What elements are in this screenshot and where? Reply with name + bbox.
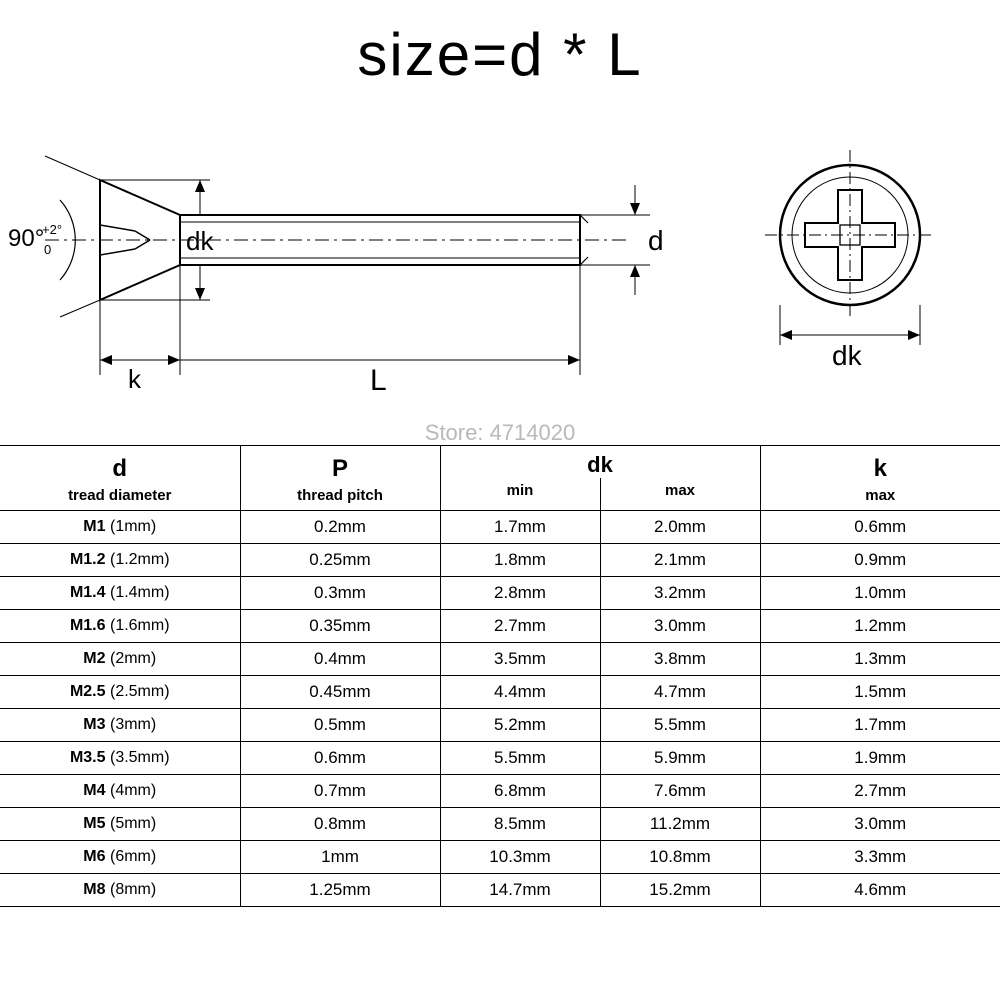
- cell-p: 0.5mm: [240, 708, 440, 741]
- angle-sub: 0: [44, 242, 51, 257]
- cell-d: M2.5 (2.5mm): [0, 675, 240, 708]
- table-row: M2.5 (2.5mm)0.45mm4.4mm4.7mm1.5mm: [0, 675, 1000, 708]
- cell-dk-max: 3.8mm: [600, 642, 760, 675]
- cell-k: 2.7mm: [760, 774, 1000, 807]
- cell-p: 0.4mm: [240, 642, 440, 675]
- page-title: size=d * L: [0, 20, 1000, 89]
- table-row: M6 (6mm)1mm10.3mm10.8mm3.3mm: [0, 840, 1000, 873]
- cell-d: M4 (4mm): [0, 774, 240, 807]
- cell-dk-max: 3.0mm: [600, 609, 760, 642]
- cell-d: M1.6 (1.6mm): [0, 609, 240, 642]
- cell-p: 0.35mm: [240, 609, 440, 642]
- angle-label: 90°: [8, 225, 44, 252]
- cell-dk-min: 2.7mm: [440, 609, 600, 642]
- cell-d: M3.5 (3.5mm): [0, 741, 240, 774]
- cell-dk-max: 3.2mm: [600, 576, 760, 609]
- cell-dk-max: 5.9mm: [600, 741, 760, 774]
- col-p-header: P thread pitch: [240, 446, 440, 511]
- table-row: M1.6 (1.6mm)0.35mm2.7mm3.0mm1.2mm: [0, 609, 1000, 642]
- cell-p: 0.25mm: [240, 543, 440, 576]
- cell-dk-min: 10.3mm: [440, 840, 600, 873]
- cell-d: M1 (1mm): [0, 510, 240, 543]
- cell-dk-min: 4.4mm: [440, 675, 600, 708]
- cell-d: M1.2 (1.2mm): [0, 543, 240, 576]
- cell-p: 1.25mm: [240, 873, 440, 906]
- screw-side-view: 90° +2° 0 dk d k L: [8, 156, 664, 397]
- col-dk-min-header: min: [440, 478, 600, 510]
- table-row: M1.4 (1.4mm)0.3mm2.8mm3.2mm1.0mm: [0, 576, 1000, 609]
- cell-dk-max: 10.8mm: [600, 840, 760, 873]
- cell-d: M3 (3mm): [0, 708, 240, 741]
- cell-dk-min: 8.5mm: [440, 807, 600, 840]
- d-label: d: [648, 225, 664, 256]
- cell-dk-min: 14.7mm: [440, 873, 600, 906]
- cell-d: M1.4 (1.4mm): [0, 576, 240, 609]
- col-k-header: k max: [760, 446, 1000, 511]
- cell-p: 0.7mm: [240, 774, 440, 807]
- table-row: M1.2 (1.2mm)0.25mm1.8mm2.1mm0.9mm: [0, 543, 1000, 576]
- cell-k: 1.5mm: [760, 675, 1000, 708]
- screw-diagram: 90° +2° 0 dk d k L: [0, 120, 1000, 420]
- cell-dk-min: 1.8mm: [440, 543, 600, 576]
- k-label: k: [128, 364, 142, 394]
- screw-head-top-view: dk: [765, 150, 935, 371]
- table-row: M2 (2mm)0.4mm3.5mm3.8mm1.3mm: [0, 642, 1000, 675]
- cell-dk-min: 5.5mm: [440, 741, 600, 774]
- cell-dk-min: 6.8mm: [440, 774, 600, 807]
- cell-k: 1.9mm: [760, 741, 1000, 774]
- cell-k: 3.0mm: [760, 807, 1000, 840]
- table-row: M3 (3mm)0.5mm5.2mm5.5mm1.7mm: [0, 708, 1000, 741]
- cell-dk-min: 3.5mm: [440, 642, 600, 675]
- cell-k: 1.0mm: [760, 576, 1000, 609]
- cell-dk-max: 2.1mm: [600, 543, 760, 576]
- cell-k: 3.3mm: [760, 840, 1000, 873]
- cell-p: 0.45mm: [240, 675, 440, 708]
- cell-k: 1.7mm: [760, 708, 1000, 741]
- cell-p: 0.3mm: [240, 576, 440, 609]
- dk-label-side: dk: [186, 226, 214, 256]
- cell-d: M2 (2mm): [0, 642, 240, 675]
- angle-sup: +2°: [42, 222, 62, 237]
- cell-d: M6 (6mm): [0, 840, 240, 873]
- cell-d: M5 (5mm): [0, 807, 240, 840]
- cell-dk-max: 11.2mm: [600, 807, 760, 840]
- cell-k: 1.2mm: [760, 609, 1000, 642]
- cell-p: 0.6mm: [240, 741, 440, 774]
- cell-dk-max: 2.0mm: [600, 510, 760, 543]
- cell-p: 0.8mm: [240, 807, 440, 840]
- cell-d: M8 (8mm): [0, 873, 240, 906]
- watermark-text: Store: 4714020: [0, 420, 1000, 446]
- table-row: M5 (5mm)0.8mm8.5mm11.2mm3.0mm: [0, 807, 1000, 840]
- col-dk-max-header: max: [600, 478, 760, 510]
- cell-k: 1.3mm: [760, 642, 1000, 675]
- table-row: M1 (1mm)0.2mm1.7mm2.0mm0.6mm: [0, 510, 1000, 543]
- cell-dk-max: 15.2mm: [600, 873, 760, 906]
- cell-dk-min: 2.8mm: [440, 576, 600, 609]
- col-dk-header: dk: [440, 446, 760, 479]
- cell-p: 0.2mm: [240, 510, 440, 543]
- dk-label-top: dk: [832, 340, 863, 371]
- spec-table: d tread diameter P thread pitch dk k max…: [0, 445, 1000, 907]
- col-d-header: d tread diameter: [0, 446, 240, 511]
- cell-dk-min: 5.2mm: [440, 708, 600, 741]
- cell-k: 4.6mm: [760, 873, 1000, 906]
- L-label: L: [370, 364, 387, 397]
- cell-k: 0.6mm: [760, 510, 1000, 543]
- cell-dk-max: 4.7mm: [600, 675, 760, 708]
- cell-k: 0.9mm: [760, 543, 1000, 576]
- cell-dk-max: 7.6mm: [600, 774, 760, 807]
- table-row: M4 (4mm)0.7mm6.8mm7.6mm2.7mm: [0, 774, 1000, 807]
- cell-dk-min: 1.7mm: [440, 510, 600, 543]
- table-row: M8 (8mm)1.25mm14.7mm15.2mm4.6mm: [0, 873, 1000, 906]
- cell-dk-max: 5.5mm: [600, 708, 760, 741]
- cell-p: 1mm: [240, 840, 440, 873]
- table-row: M3.5 (3.5mm)0.6mm5.5mm5.9mm1.9mm: [0, 741, 1000, 774]
